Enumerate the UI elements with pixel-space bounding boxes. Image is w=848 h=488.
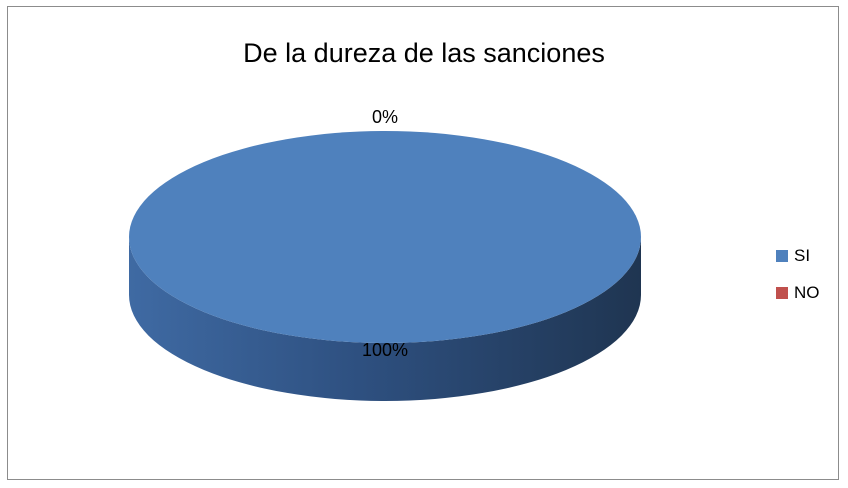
chart-title: De la dureza de las sanciones (243, 38, 605, 68)
legend-item-si: SI (776, 246, 820, 266)
data-label-no: 0% (372, 107, 398, 127)
legend-label-si: SI (794, 246, 811, 265)
legend-label-no: NO (794, 283, 820, 302)
legend-swatch-si (776, 250, 788, 262)
data-label-si: 100% (362, 340, 408, 360)
legend-swatch-no (776, 287, 788, 299)
legend: SI NO (776, 246, 820, 320)
pie-slice-si (129, 131, 641, 343)
pie-slice-side (129, 237, 641, 401)
legend-item-no: NO (776, 283, 820, 303)
